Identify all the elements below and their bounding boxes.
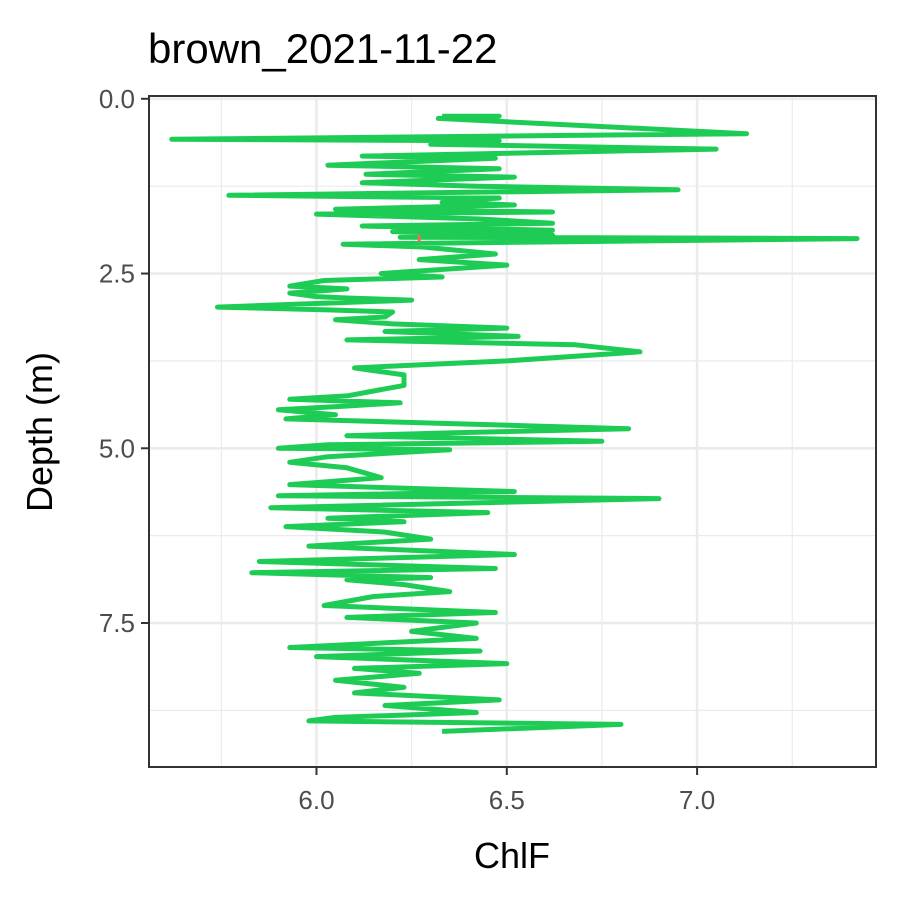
y-axis-label: Depth (m): [19, 352, 60, 512]
y-tick-label: 5.0: [99, 433, 135, 463]
y-tick-label: 0.0: [99, 84, 135, 114]
data-layer: [169, 113, 860, 734]
x-tick-label: 6.0: [298, 785, 334, 815]
chart-title: brown_2021-11-22: [148, 25, 497, 72]
series-line: [169, 113, 860, 734]
x-tick-label: 7.0: [679, 785, 715, 815]
y-tick-label: 7.5: [99, 608, 135, 638]
axes-layer: 6.0 6.5 7.0 0.0 2.5 5.0 7.5: [99, 84, 715, 815]
panel-border: [148, 95, 877, 768]
x-tick-label: 6.5: [489, 785, 525, 815]
x-axis-label: ChlF: [474, 835, 550, 876]
y-tick-label: 2.5: [99, 259, 135, 289]
